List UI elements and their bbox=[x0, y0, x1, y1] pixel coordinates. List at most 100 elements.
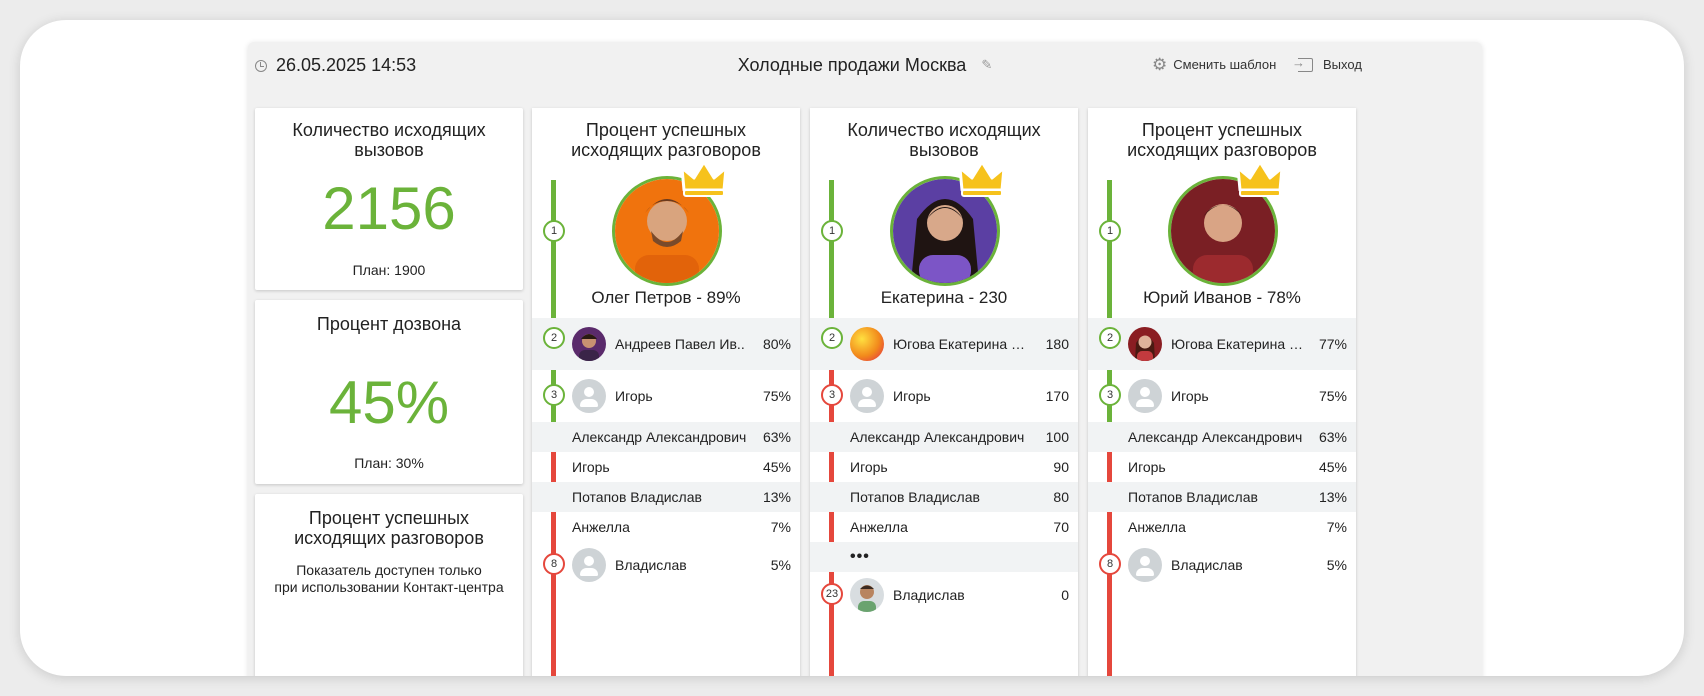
employee-value: 5% bbox=[1304, 557, 1356, 573]
ellipsis: ••• bbox=[850, 548, 1026, 566]
employee-value: 13% bbox=[1304, 489, 1356, 505]
employee-name: Игорь bbox=[615, 388, 748, 404]
metric-title: Количество исходящих вызовов bbox=[255, 120, 523, 160]
gear-icon: ⚙ bbox=[1152, 58, 1167, 72]
rank-badge: 23 bbox=[821, 583, 843, 605]
employee-value: 180 bbox=[1026, 336, 1078, 352]
leaderboard-title: Количество исходящих вызовов bbox=[810, 120, 1078, 160]
employee-value: 63% bbox=[748, 429, 800, 445]
employee-name: Потапов Владислав bbox=[572, 489, 748, 505]
employee-name: Югова Екатерина Викторовна bbox=[1171, 336, 1304, 352]
list-item[interactable]: Александр Александрович 63% bbox=[1088, 422, 1356, 452]
pencil-icon[interactable]: ✎ bbox=[981, 57, 992, 73]
employee-name: Владислав bbox=[893, 587, 1026, 603]
list-item[interactable]: Игорь 75% bbox=[1088, 370, 1356, 422]
employee-name: Александр Александрович bbox=[572, 429, 748, 445]
exit-label: Выход bbox=[1323, 57, 1362, 72]
employee-value: 7% bbox=[748, 519, 800, 535]
employee-value: 7% bbox=[1304, 519, 1356, 535]
avatar bbox=[572, 327, 606, 361]
rank-badge: 2 bbox=[821, 327, 843, 349]
crown-icon bbox=[1236, 160, 1284, 200]
metric-note: Показатель доступен только при использов… bbox=[255, 562, 523, 596]
change-template-label: Сменить шаблон bbox=[1173, 57, 1276, 72]
list-item[interactable]: Анжелла 7% bbox=[532, 512, 800, 542]
list-item[interactable]: Югова Екатерина Викторовна 77% bbox=[1088, 318, 1356, 370]
crown-icon bbox=[958, 160, 1006, 200]
employee-name: Потапов Владислав bbox=[1128, 489, 1304, 505]
list-item[interactable]: Игорь 75% bbox=[532, 370, 800, 422]
list-item[interactable]: Анжелла 7% bbox=[1088, 512, 1356, 542]
employee-value: 45% bbox=[1304, 459, 1356, 475]
employee-value: 63% bbox=[1304, 429, 1356, 445]
avatar bbox=[1128, 327, 1162, 361]
list-item[interactable]: Югова Екатерина Викторовна 180 bbox=[810, 318, 1078, 370]
list-item[interactable]: Владислав 5% bbox=[532, 542, 800, 588]
employee-value: 170 bbox=[1026, 388, 1078, 404]
employee-value: 77% bbox=[1304, 336, 1356, 352]
list-item[interactable]: Александр Александрович 63% bbox=[532, 422, 800, 452]
list-item[interactable]: Андреев Павел Ив.. 80% bbox=[532, 318, 800, 370]
list-item[interactable]: Игорь 90 bbox=[810, 452, 1078, 482]
employee-name: Югова Екатерина Викторовна bbox=[893, 336, 1026, 352]
employee-value: 13% bbox=[748, 489, 800, 505]
rank-badge: 8 bbox=[543, 553, 565, 575]
employee-value: 80% bbox=[748, 336, 800, 352]
header: 26.05.2025 14:53 Холодные продажи Москва… bbox=[248, 42, 1482, 88]
employee-value: 100 bbox=[1026, 429, 1078, 445]
leaderboard-column: Процент успешных исходящих разговоров 1 … bbox=[1088, 108, 1356, 676]
avatar-placeholder bbox=[850, 379, 884, 413]
employee-name: Анжелла bbox=[850, 519, 1026, 535]
rank-badge: 3 bbox=[543, 384, 565, 406]
employee-value: 0 bbox=[1026, 587, 1078, 603]
employee-value: 90 bbox=[1026, 459, 1078, 475]
employee-value: 75% bbox=[1304, 388, 1356, 404]
winner-name: Екатерина - 230 bbox=[810, 288, 1078, 308]
metric-title: Процент дозвона bbox=[255, 314, 523, 334]
exit-button[interactable]: Выход bbox=[1298, 57, 1362, 72]
winner-name: Юрий Иванов - 78% bbox=[1088, 288, 1356, 308]
page-title-text: Холодные продажи Москва bbox=[738, 55, 967, 75]
change-template-button[interactable]: ⚙ Сменить шаблон bbox=[1152, 57, 1276, 72]
employee-name: Александр Александрович bbox=[850, 429, 1026, 445]
metric-value: 45% bbox=[255, 368, 523, 437]
list-item[interactable]: Потапов Владислав 13% bbox=[1088, 482, 1356, 512]
list-item[interactable]: Александр Александрович 100 bbox=[810, 422, 1078, 452]
employee-name: Игорь bbox=[572, 459, 748, 475]
avatar-placeholder bbox=[1128, 379, 1162, 413]
list-item[interactable]: Игорь 170 bbox=[810, 370, 1078, 422]
employee-name: Игорь bbox=[1128, 459, 1304, 475]
employee-name: Анжелла bbox=[572, 519, 748, 535]
rank-badge: 8 bbox=[1099, 553, 1121, 575]
list-item[interactable]: Владислав 0 bbox=[810, 572, 1078, 618]
employee-name: Андреев Павел Ив.. bbox=[615, 336, 748, 352]
employee-value: 5% bbox=[748, 557, 800, 573]
exit-icon bbox=[1298, 58, 1313, 72]
metric-plan: План: 1900 bbox=[255, 262, 523, 278]
employee-name: Игорь bbox=[1171, 388, 1304, 404]
list-item[interactable]: Игорь 45% bbox=[1088, 452, 1356, 482]
list-item[interactable]: Игорь 45% bbox=[532, 452, 800, 482]
rank-badge: 2 bbox=[543, 327, 565, 349]
rank-badge: 1 bbox=[821, 220, 843, 242]
employee-name: Владислав bbox=[615, 557, 748, 573]
list-item[interactable]: Потапов Владислав 13% bbox=[532, 482, 800, 512]
employee-value: 70 bbox=[1026, 519, 1078, 535]
employee-name: Владислав bbox=[1171, 557, 1304, 573]
list-item-ellipsis: ••• bbox=[810, 542, 1078, 572]
metric-plan: План: 30% bbox=[255, 455, 523, 471]
employee-value: 45% bbox=[748, 459, 800, 475]
rank-badge: 3 bbox=[1099, 384, 1121, 406]
employee-name: Игорь bbox=[850, 459, 1026, 475]
leaderboard-title: Процент успешных исходящих разговоров bbox=[1088, 120, 1356, 160]
list-item[interactable]: Владислав 5% bbox=[1088, 542, 1356, 588]
avatar-placeholder bbox=[1128, 548, 1162, 582]
rank-badge: 1 bbox=[543, 220, 565, 242]
list-item[interactable]: Анжелла 70 bbox=[810, 512, 1078, 542]
leaderboard-column: Процент успешных исходящих разговоров 1 … bbox=[532, 108, 800, 676]
rank-badge: 1 bbox=[1099, 220, 1121, 242]
leaderboard-column: Количество исходящих вызовов 1 Екатерина… bbox=[810, 108, 1078, 676]
metric-card-outgoing-calls: Количество исходящих вызовов 2156 План: … bbox=[255, 108, 523, 290]
list-item[interactable]: Потапов Владислав 80 bbox=[810, 482, 1078, 512]
employee-value: 80 bbox=[1026, 489, 1078, 505]
